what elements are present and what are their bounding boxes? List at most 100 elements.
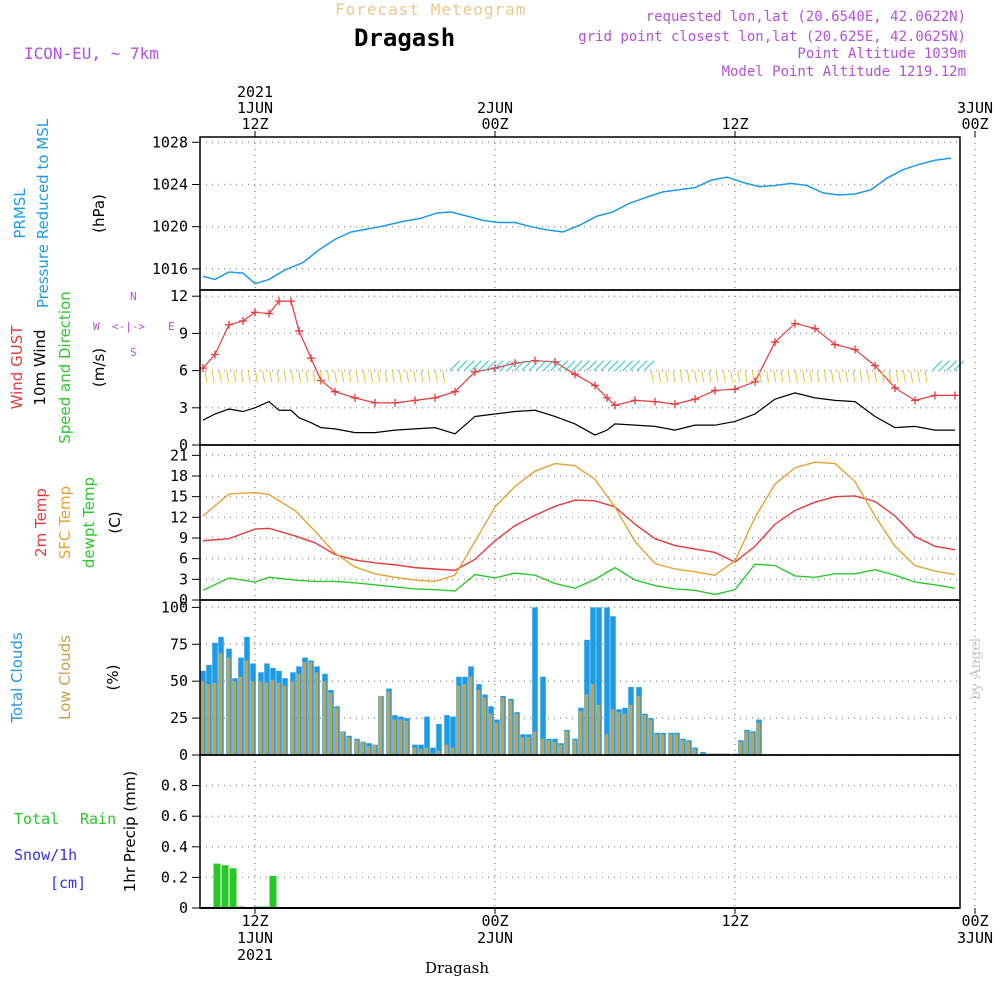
wind-direction-arrow: [924, 370, 928, 383]
wind-direction-arrow: [406, 370, 410, 383]
wind-direction-arrow: [787, 370, 791, 383]
wind-direction-arrow: [708, 370, 712, 383]
y-tick-label: 0.6: [161, 807, 188, 825]
top-time-label: 00Z: [961, 115, 988, 133]
y-tick-label: 9: [179, 529, 188, 547]
wind-direction-arrow: [557, 360, 569, 371]
gust-marker: [851, 345, 859, 354]
model-name: ICON-EU, ~ 7km: [24, 44, 159, 63]
low-cloud-bar: [468, 676, 473, 755]
wind-label: Speed and Direction: [56, 291, 74, 444]
low-cloud-bar: [584, 694, 589, 755]
gust-marker: [751, 377, 759, 386]
compass-n: N: [130, 290, 137, 303]
total-cloud-bar: [610, 616, 616, 755]
wind-direction-arrow: [434, 370, 438, 383]
low-cloud-bar: [322, 681, 327, 755]
location-title: Dragash: [354, 24, 456, 52]
gust-marker: [351, 393, 359, 402]
wind-direction-arrow: [370, 370, 374, 383]
wind-direction-arrow: [211, 370, 215, 383]
low-cloud-bar: [494, 722, 499, 755]
low-cloud-bar: [564, 731, 569, 755]
low-cloud-bar: [680, 740, 685, 755]
wind-direction-arrow: [888, 370, 892, 383]
wind-direction-arrow: [600, 360, 612, 371]
gust-marker: [295, 326, 303, 335]
wind-direction-arrow: [305, 370, 309, 383]
top-time-label: 12Z: [721, 115, 748, 133]
low-cloud-bar: [386, 691, 391, 755]
wind-direction-arrow: [650, 370, 654, 383]
bottom-time-label: 00Z: [961, 912, 988, 930]
y-tick-label: 9: [179, 324, 188, 342]
y-tick-label: 12: [170, 508, 188, 526]
wind-direction-arrow: [507, 360, 518, 371]
bottom-time-label: 3JUN: [957, 929, 993, 947]
rain-bar: [221, 865, 229, 908]
gust-marker: [911, 396, 919, 405]
wind-direction-arrow: [658, 370, 662, 383]
wind-direction-arrow: [449, 360, 461, 371]
gust-marker: [251, 308, 259, 317]
low-cloud-bar: [744, 731, 749, 755]
wind-direction-arrow: [262, 370, 266, 383]
compass-e: E: [168, 320, 175, 333]
gust-marker: [239, 317, 247, 325]
gust-marker: [671, 400, 679, 409]
pressure-label: Pressure Reduced to MSL: [34, 118, 52, 308]
credit-watermark: by Angel: [968, 637, 984, 700]
compass-s: S: [130, 346, 137, 359]
bottom-time-label: 1JUN: [237, 929, 273, 947]
y-tick-label: 0: [179, 591, 188, 609]
low-cloud-bar: [578, 710, 583, 755]
low-cloud-bar: [296, 673, 301, 755]
low-cloud-bar: [328, 693, 333, 755]
wind-direction-arrow: [830, 370, 834, 383]
total-cloud-bar: [424, 716, 430, 755]
gust-marker: [931, 391, 939, 400]
wind-direction-arrow: [456, 360, 468, 371]
low-cloud-bar: [558, 744, 563, 755]
low-cloud-bar: [372, 744, 377, 755]
wind-direction-arrow: [816, 370, 820, 383]
wind-direction-arrow: [348, 370, 352, 383]
total-cloud-bar: [532, 607, 538, 755]
y-tick-label: 100: [161, 598, 188, 616]
gust-marker: [771, 338, 779, 347]
gust-marker: [871, 361, 879, 370]
wind-direction-arrow: [564, 360, 576, 371]
low-cloud-bar: [540, 738, 545, 755]
wind-direction-arrow: [384, 370, 388, 383]
low-cloud-bar: [244, 660, 249, 755]
legend-total: Total: [14, 810, 60, 828]
low-cloud-bar: [270, 679, 275, 755]
clouds-label: Total Clouds: [8, 632, 26, 724]
low-cloud-bar: [218, 653, 223, 755]
temp-label: 2m Temp: [32, 488, 50, 557]
wind-direction-arrow: [247, 370, 251, 383]
low-cloud-bar: [462, 684, 467, 755]
wind-direction-arrow: [766, 370, 770, 383]
total-cloud-bar: [450, 716, 456, 755]
low-cloud-bar: [314, 672, 319, 755]
wind-direction-arrow: [730, 370, 734, 383]
wind-direction-arrow: [535, 360, 547, 371]
wind-direction-arrow: [478, 360, 489, 371]
low-cloud-bar: [546, 740, 551, 755]
wind-direction-arrow: [586, 360, 597, 371]
low-cloud-bar: [290, 681, 295, 755]
wind-direction-arrow: [492, 360, 504, 371]
low-cloud-bar: [660, 734, 665, 755]
wind-direction-arrow: [874, 370, 878, 383]
y-tick-label: 0: [179, 899, 188, 917]
wind-direction-arrow: [514, 360, 525, 371]
gust-marker: [603, 393, 611, 402]
gust-marker: [811, 324, 819, 333]
pressure-line: [202, 157, 952, 285]
y-tick-label: 3: [179, 570, 188, 588]
wind-direction-arrow: [355, 370, 359, 383]
y-tick-label: 1016: [152, 260, 188, 278]
wind-direction-arrow: [802, 370, 806, 383]
